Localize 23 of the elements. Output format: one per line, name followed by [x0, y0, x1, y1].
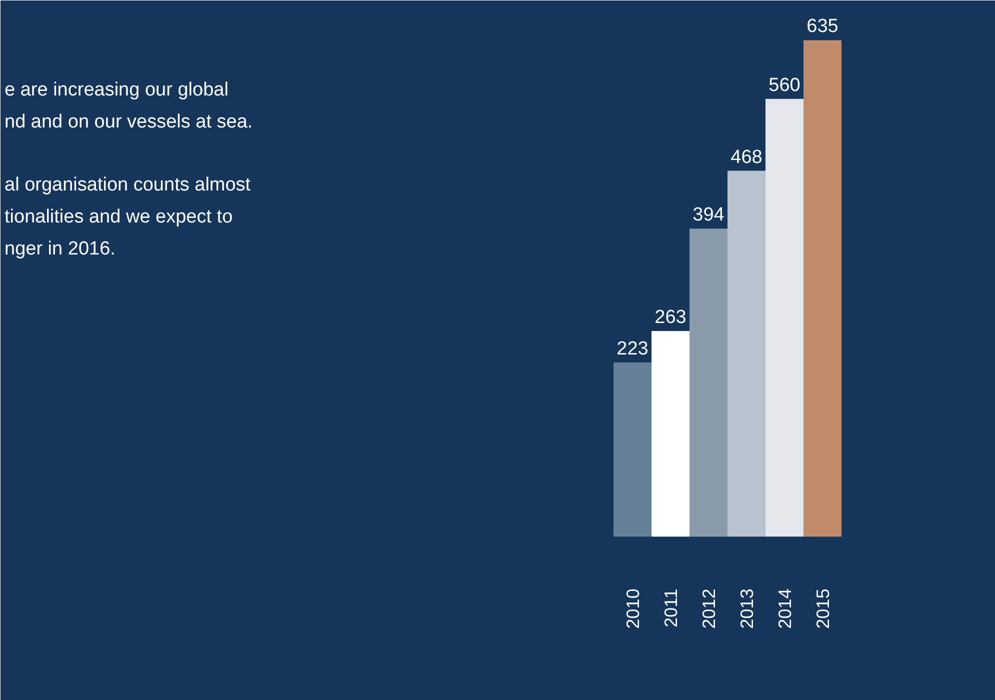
x-tick-label: 2012 [699, 588, 719, 629]
text: nger in 2016. [4, 238, 116, 260]
x-tick-label: 2010 [623, 588, 643, 629]
data-label: 468 [730, 146, 762, 168]
bar [690, 228, 728, 537]
x-tick-label: 2013 [737, 588, 757, 629]
data-label: 263 [654, 307, 686, 328]
bar [614, 362, 652, 537]
bar [728, 170, 766, 537]
bar [652, 331, 690, 537]
data-label: 223 [616, 338, 648, 360]
bar [804, 40, 842, 537]
text: e are increasing our global [4, 80, 228, 100]
data-label: 635 [806, 16, 838, 38]
data-label: 560 [768, 74, 800, 96]
data-label: 394 [692, 204, 725, 226]
x-tick-label: 2015 [813, 588, 833, 629]
x-tick-label: 2011 [661, 588, 681, 628]
bar [766, 98, 804, 537]
text: al organisation counts almost [4, 174, 252, 196]
text: tionalities and we expect to [4, 206, 233, 228]
text: nd and on our vessels at sea. [4, 112, 253, 132]
x-tick-label: 2014 [775, 588, 795, 629]
